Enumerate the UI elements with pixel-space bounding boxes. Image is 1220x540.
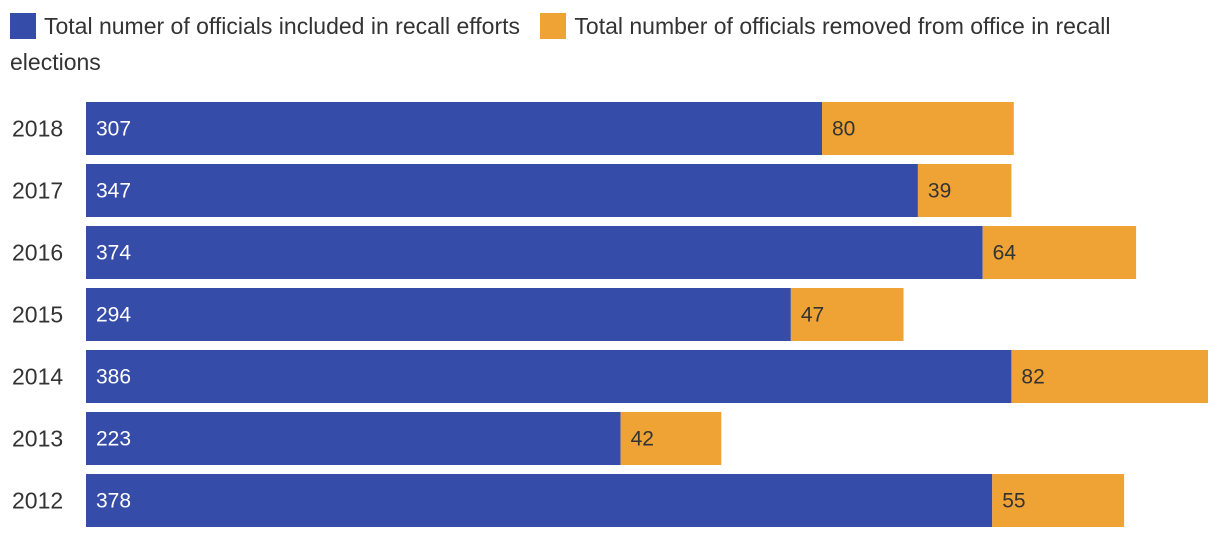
category-label-2016: 2016 <box>12 240 63 266</box>
data-label-included-2012: 378 <box>96 490 131 513</box>
category-label-2012: 2012 <box>12 488 63 514</box>
bar-removed-2017 <box>917 164 1012 217</box>
bar-included-2016 <box>86 226 983 279</box>
bar-included-2017 <box>86 164 918 217</box>
bar-included-2018 <box>86 102 823 155</box>
category-label-2017: 2017 <box>12 178 63 204</box>
data-label-included-2014: 386 <box>96 366 131 389</box>
bar-removed-2016 <box>982 226 1137 279</box>
bar-removed-2015 <box>790 288 904 341</box>
bar-included-2012 <box>86 474 993 527</box>
bar-removed-2014 <box>1011 350 1208 403</box>
data-label-removed-2016: 64 <box>993 242 1017 265</box>
data-label-removed-2012: 55 <box>1002 490 1025 513</box>
data-label-removed-2015: 47 <box>801 304 824 327</box>
bar-included-2014 <box>86 350 1012 403</box>
bar-removed-2013 <box>620 412 722 465</box>
data-label-included-2013: 223 <box>96 428 131 451</box>
data-label-removed-2018: 80 <box>832 118 855 141</box>
legend-swatch-removed <box>540 13 567 39</box>
data-label-removed-2017: 39 <box>928 180 951 203</box>
category-label-2015: 2015 <box>12 302 63 328</box>
legend-item-removed: Total number of officials removed from o… <box>10 13 1110 75</box>
legend-swatch-included <box>10 13 36 39</box>
data-label-removed-2014: 82 <box>1021 366 1044 389</box>
category-label-2014: 2014 <box>12 364 63 390</box>
legend-label-removed: Total number of officials removed from o… <box>10 13 1111 75</box>
legend-label-included: Total numer of officials included in rec… <box>44 13 521 39</box>
bar-included-2013 <box>86 412 621 465</box>
chart-legend: Total numer of officials included in rec… <box>10 8 1210 80</box>
bar-removed-2012 <box>992 474 1125 527</box>
data-label-included-2015: 294 <box>96 304 131 327</box>
data-label-included-2018: 307 <box>96 118 131 141</box>
data-label-included-2017: 347 <box>96 180 131 203</box>
category-label-2018: 2018 <box>12 116 63 142</box>
bar-included-2015 <box>86 288 791 341</box>
bar-removed-2018 <box>822 102 1014 155</box>
data-label-removed-2013: 42 <box>631 428 654 451</box>
data-label-included-2016: 374 <box>96 242 131 265</box>
legend-item-included: Total numer of officials included in rec… <box>10 13 520 39</box>
category-label-2013: 2013 <box>12 426 63 452</box>
